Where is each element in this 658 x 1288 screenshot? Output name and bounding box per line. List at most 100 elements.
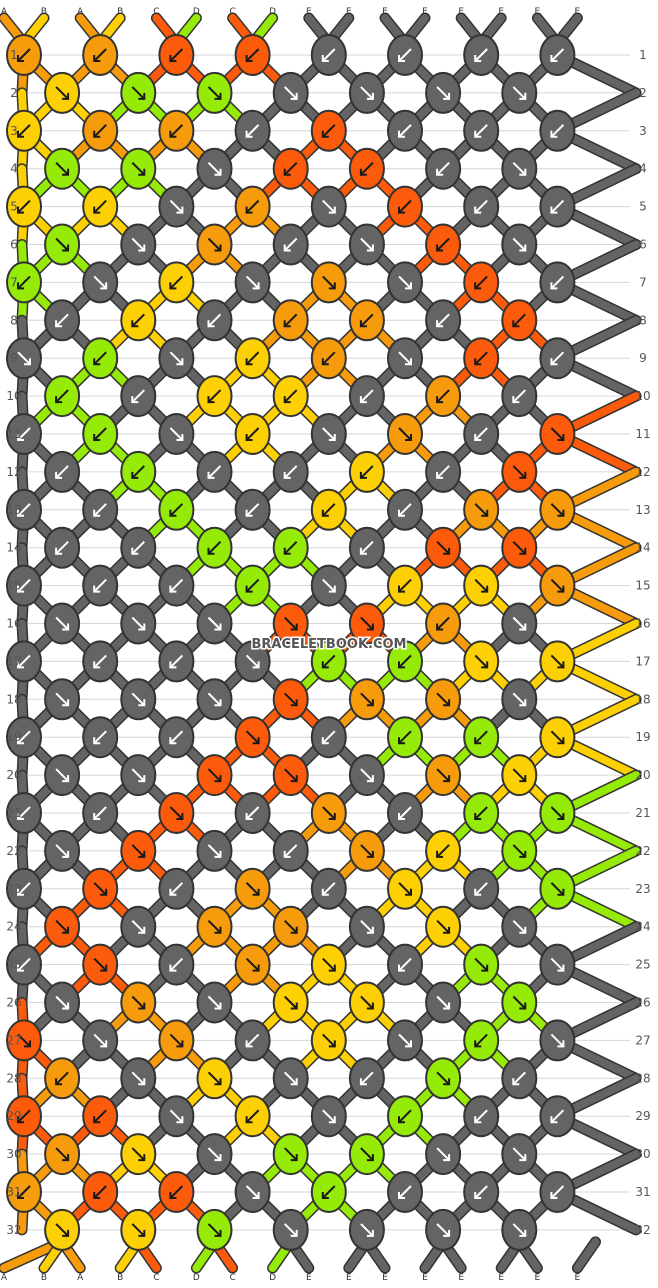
arrow-head-icon	[321, 55, 329, 62]
arrow-down-right-icon	[245, 578, 260, 593]
arrow-head-icon	[93, 358, 101, 366]
row-number-right: 28	[635, 1071, 650, 1085]
knot	[272, 678, 309, 721]
arrow-down-left-icon	[131, 919, 146, 934]
arrow-down-right-icon	[93, 503, 107, 517]
knot	[82, 716, 119, 759]
row-number-left: 6	[10, 238, 18, 252]
knot	[501, 526, 538, 569]
arrow-down-left-icon	[512, 616, 527, 631]
knot	[120, 375, 157, 418]
knot	[387, 792, 423, 834]
arrow-down-right-icon	[436, 237, 450, 252]
row-number-left: 2	[10, 86, 18, 100]
arrow-head-icon	[283, 547, 291, 555]
arrow-head-icon	[398, 55, 405, 62]
knot	[120, 71, 157, 114]
arrow-down-right-icon	[169, 730, 184, 744]
arrow-head-icon	[100, 1040, 108, 1048]
strand-label-bottom: A	[77, 1273, 84, 1283]
arrow-down-right-icon	[245, 427, 260, 441]
knot	[196, 1133, 233, 1176]
arrow-down-right-icon	[550, 275, 565, 290]
arrow-down-left-icon	[207, 844, 222, 858]
knot	[196, 526, 233, 569]
strand-label-bottom: C	[229, 1273, 235, 1283]
arrow-head-icon	[93, 509, 101, 517]
strand-label-bottom: E	[382, 1273, 388, 1283]
arrow-down-left-icon	[398, 427, 412, 441]
arrow-head-icon	[474, 130, 482, 138]
arrow-down-right-icon	[398, 199, 412, 214]
row-number-left: 7	[10, 275, 18, 289]
knot	[463, 564, 500, 607]
arrow-down-left-icon	[322, 578, 336, 593]
arrow-head-icon	[321, 509, 329, 517]
row-number-left: 22	[6, 844, 21, 858]
row-number-right: 13	[635, 503, 650, 517]
row-number-right: 16	[635, 617, 650, 631]
row-number-left: 8	[10, 313, 18, 327]
arrow-down-left-icon	[322, 1033, 336, 1048]
arrow-down-left-icon	[436, 995, 450, 1010]
arrow-down-left-icon	[550, 1033, 565, 1048]
arrow-head-icon	[359, 396, 367, 404]
knot	[82, 640, 119, 683]
row-number-right: 27	[635, 1033, 650, 1047]
knot	[6, 488, 42, 531]
knot	[196, 223, 233, 266]
knot	[82, 792, 119, 834]
arrow-head-icon	[283, 168, 291, 176]
row-number-right: 32	[635, 1223, 650, 1237]
row-number-right: 22	[635, 844, 650, 858]
arrow-down-right-icon	[322, 48, 336, 62]
knot	[234, 488, 271, 531]
arrow-down-left-icon	[550, 882, 565, 896]
arrow-head-icon	[207, 471, 215, 479]
arrow-down-left-icon	[207, 995, 222, 1010]
knot	[234, 564, 271, 607]
knot	[539, 640, 576, 683]
knot	[310, 1171, 347, 1213]
knot	[234, 640, 271, 683]
knot	[158, 34, 195, 76]
arrow-down-right-icon	[512, 313, 527, 328]
row-number-right: 4	[639, 162, 647, 176]
arrow-head-icon	[512, 396, 520, 404]
arrow-head-icon	[321, 737, 329, 745]
knot	[196, 299, 233, 342]
knot	[539, 564, 576, 607]
arrow-head-icon	[131, 471, 139, 479]
arrow-head-icon	[245, 1040, 253, 1048]
knot	[120, 1057, 157, 1100]
arrow-down-right-icon	[245, 503, 260, 517]
row-number-left: 28	[6, 1071, 21, 1085]
arrow-down-right-icon	[398, 654, 412, 669]
arrow-down-right-icon	[512, 389, 527, 403]
arrow-head-icon	[321, 130, 329, 138]
arrow-head-icon	[405, 1040, 412, 1048]
arrow-down-right-icon	[93, 806, 107, 820]
arrow-head-icon	[359, 547, 367, 555]
arrow-down-left-icon	[245, 957, 260, 972]
knot	[501, 1057, 538, 1100]
arrow-down-right-icon	[436, 313, 450, 328]
arrow-down-right-icon	[169, 275, 184, 290]
knot	[272, 829, 309, 872]
strand-label-top: E	[346, 7, 352, 17]
row-number-left: 24	[6, 920, 21, 934]
knot	[463, 1019, 500, 1062]
knot	[348, 147, 385, 190]
strand-label-top: C	[229, 7, 235, 17]
arrow-down-left-icon	[550, 427, 565, 441]
arrow-head-icon	[17, 585, 24, 593]
knot	[6, 109, 42, 152]
arrow-down-left-icon	[398, 1033, 412, 1048]
arrow-down-left-icon	[131, 844, 146, 858]
arrow-down-right-icon	[245, 1033, 260, 1048]
arrow-head-icon	[474, 1192, 482, 1199]
knot	[463, 716, 500, 759]
knot	[463, 1171, 500, 1213]
knot	[158, 109, 195, 152]
arrow-down-left-icon	[512, 768, 527, 782]
